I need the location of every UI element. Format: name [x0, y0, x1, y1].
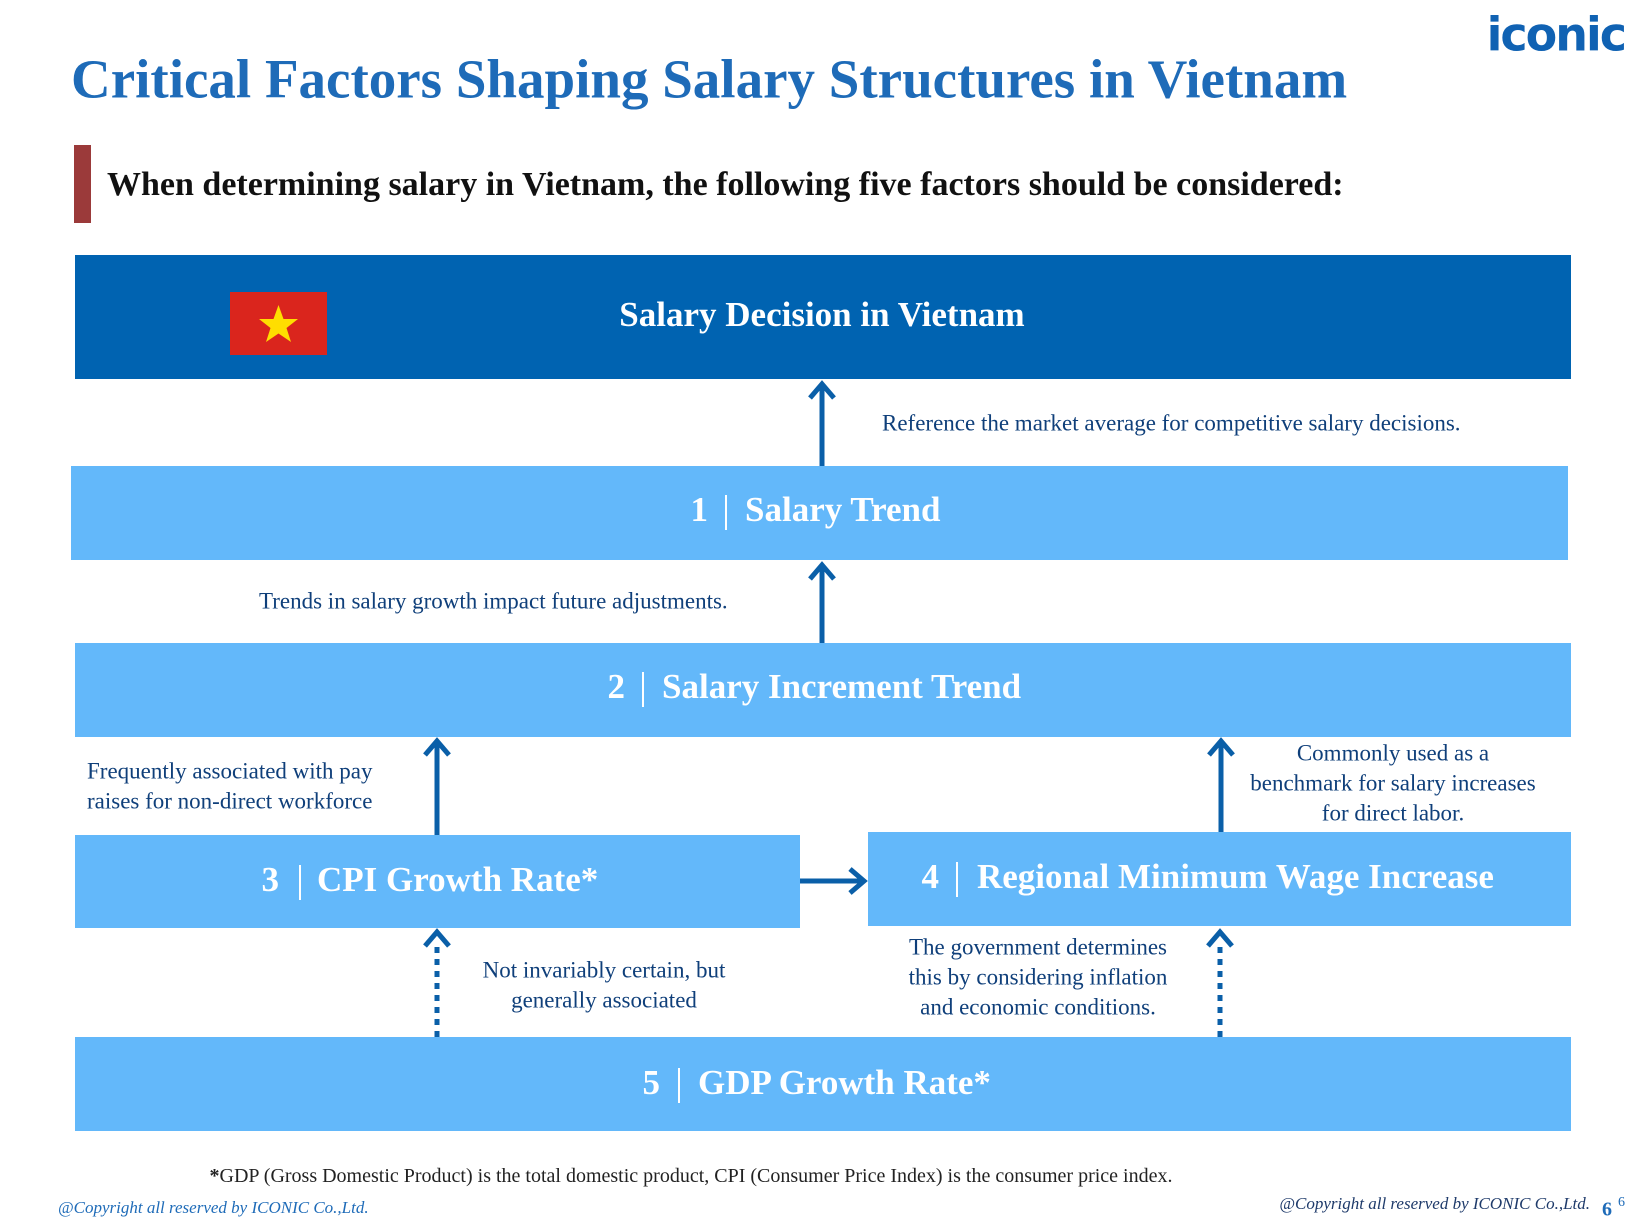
annotation-line: Commonly used as a [1297, 740, 1489, 765]
annotation-line: raises for non-direct workforce [87, 788, 372, 813]
arrow [423, 737, 451, 835]
factor-box [75, 1037, 1571, 1131]
factor-box [71, 466, 1568, 560]
factor-number: 1 [691, 490, 709, 529]
factor-label: Regional Minimum Wage Increase [977, 857, 1494, 896]
factor-4: 4 Regional Minimum Wage Increase [922, 857, 1494, 897]
page-number-small: 6 [1618, 1195, 1625, 1210]
annotation-line: Reference the market average for competi… [882, 410, 1461, 435]
factor-box [75, 643, 1571, 737]
factor-number: 2 [608, 667, 626, 706]
footnote: *GDP (Gross Domestic Product) is the tot… [210, 1165, 1173, 1187]
arrowhead [423, 928, 451, 948]
arrow [808, 380, 836, 466]
factor-5: 5 GDP Growth Rate* [643, 1063, 991, 1103]
arrow [1207, 737, 1235, 832]
factor-3: 3 CPI Growth Rate* [262, 860, 598, 900]
annotation-line: for direct labor. [1322, 800, 1464, 825]
arrows [423, 380, 1235, 1037]
factor-number: 5 [643, 1063, 661, 1102]
annotation-line: and economic conditions. [920, 994, 1156, 1019]
factor-box [75, 835, 800, 928]
accent-bar [74, 145, 91, 223]
factor-box [868, 832, 1571, 926]
annotation-line: Not invariably certain, but [483, 957, 726, 982]
subtitle: When determining salary in Vietnam, the … [107, 166, 1344, 203]
factor-label: GDP Growth Rate* [698, 1063, 991, 1102]
annotation-line: Frequently associated with pay [87, 758, 373, 783]
annotation-line: this by considering inflation [909, 964, 1168, 989]
flag-star [259, 305, 298, 342]
footnote-marker: * [210, 1165, 220, 1187]
page-number: 6 [1602, 1199, 1612, 1221]
factor-label: Salary Increment Trend [662, 667, 1022, 706]
factor-label: CPI Growth Rate* [317, 860, 598, 899]
factor-number: 4 [922, 857, 940, 896]
logo: iconic [1487, 8, 1625, 62]
annotations: Reference the market average for competi… [87, 410, 1536, 1019]
arrow [808, 561, 836, 643]
factor-1: 1 Salary Trend [691, 490, 941, 530]
annotation-line: The government determines [909, 934, 1167, 959]
annotation-line: benchmark for salary increases [1250, 770, 1535, 795]
factor-label: Salary Trend [745, 490, 941, 529]
arrowhead [1206, 928, 1234, 948]
factor-2: 2 Salary Increment Trend [608, 667, 1022, 707]
annotation-line: generally associated [511, 987, 697, 1012]
copyright: @Copyright all reserved by ICONIC Co.,Lt… [1279, 1194, 1590, 1213]
footnote-text: GDP (Gross Domestic Product) is the tota… [220, 1165, 1173, 1187]
arrow [800, 867, 868, 895]
annotation-line: Trends in salary growth impact future ad… [259, 588, 728, 613]
factor-number: 3 [262, 860, 280, 899]
copyright: @Copyright all reserved by ICONIC Co.,Lt… [58, 1198, 369, 1217]
banner-text: Salary Decision in Vietnam [619, 295, 1024, 334]
title: Critical Factors Shaping Salary Structur… [71, 49, 1347, 110]
